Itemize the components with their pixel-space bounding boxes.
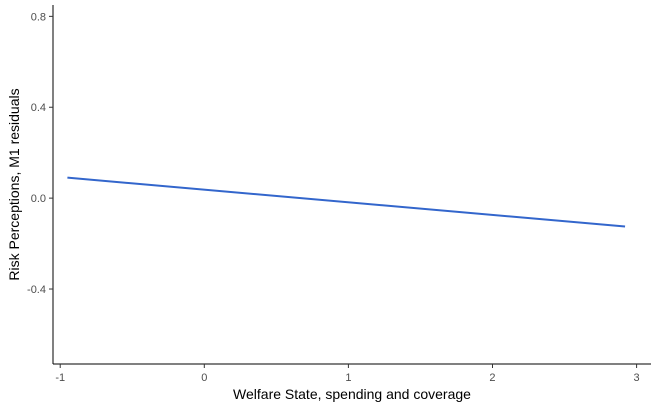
x-tick-label: 2	[489, 372, 495, 384]
y-tick-label: 0.4	[31, 102, 46, 114]
y-tick-label: 0.0	[31, 193, 46, 205]
x-axis-ticks: -1 0 1 2 3	[55, 364, 640, 384]
y-tick-label: 0.8	[31, 11, 46, 23]
x-tick-label: -1	[55, 372, 65, 384]
y-tick-label: -0.4	[27, 284, 46, 296]
x-tick-label: 1	[345, 372, 351, 384]
x-tick-label: 3	[634, 372, 640, 384]
series-line	[67, 176, 626, 228]
x-tick-label: 0	[201, 372, 207, 384]
x-axis-title: Welfare State, spending and coverage	[233, 386, 471, 402]
y-axis-title: Risk Perceptions, M1 residuals	[6, 88, 22, 280]
y-axis-ticks: -0.4 0.0 0.4 0.8	[27, 11, 53, 296]
series-layer	[67, 176, 626, 228]
